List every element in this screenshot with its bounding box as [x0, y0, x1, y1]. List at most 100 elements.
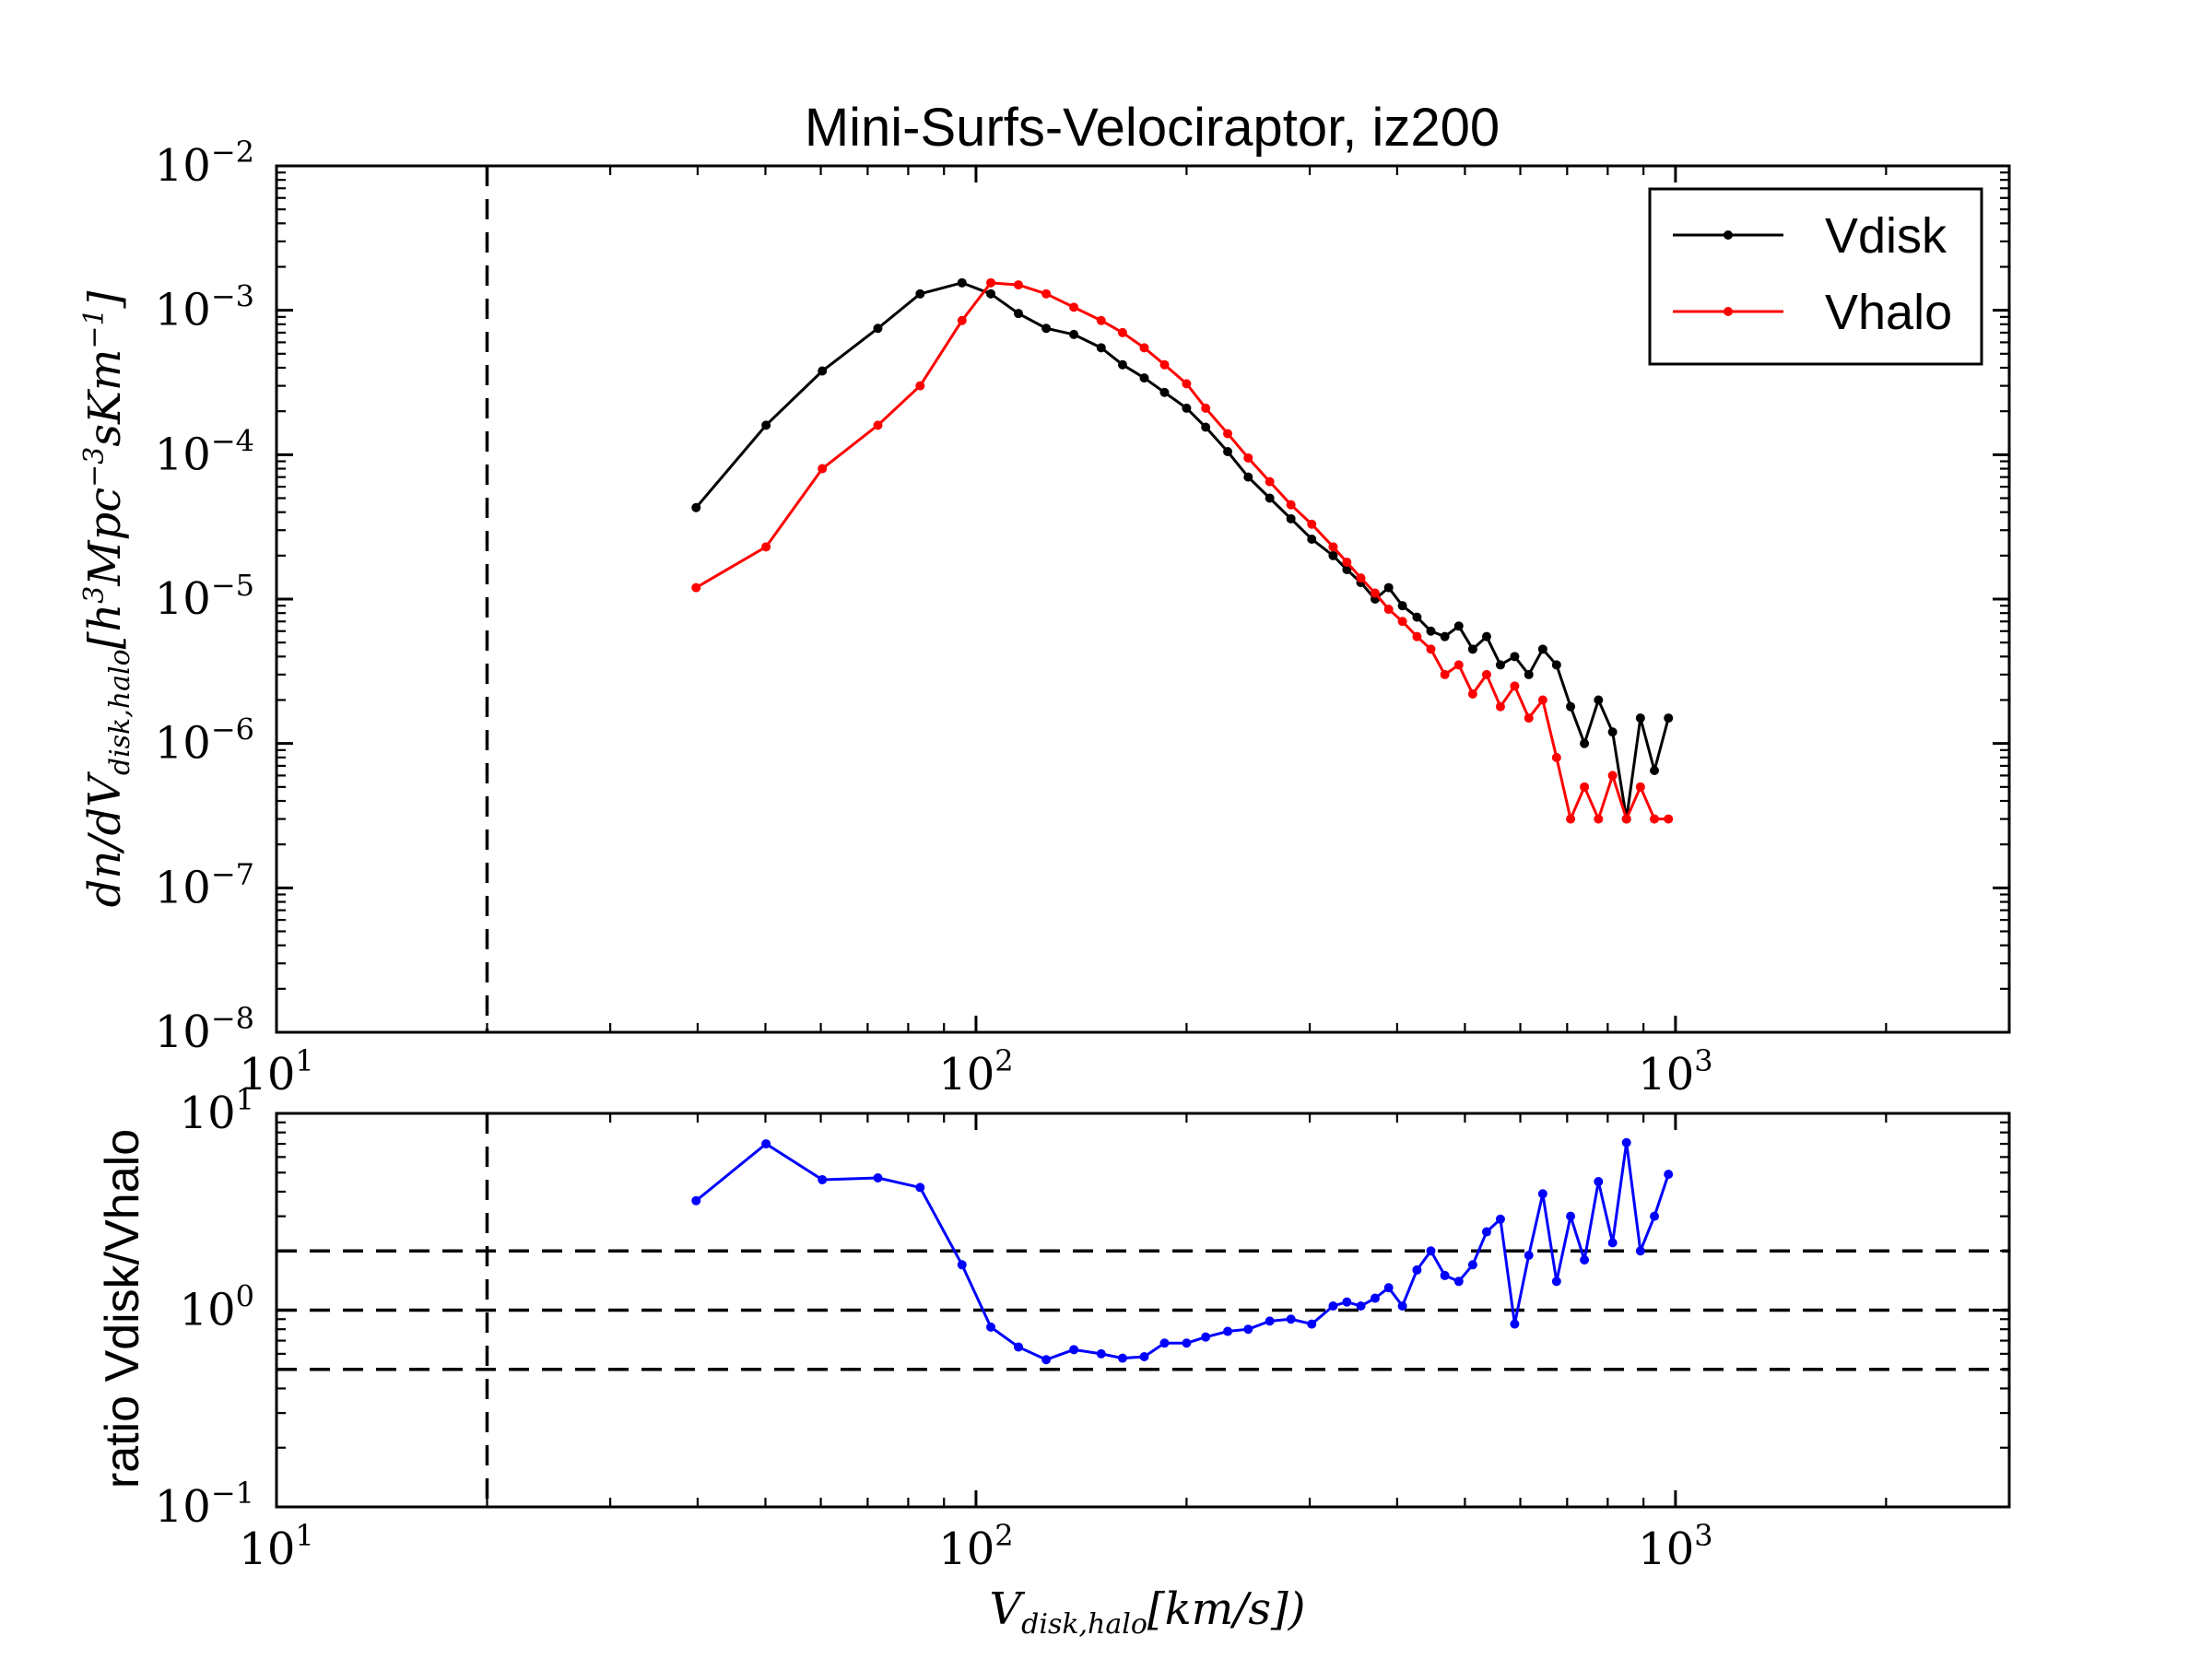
- series-vdisk-point: [1397, 601, 1407, 611]
- series-vhalo-point: [1664, 814, 1674, 824]
- series-vhalo-point: [873, 420, 883, 430]
- top-ytick-label: 10−7: [155, 856, 254, 913]
- series-vhalo-point: [1370, 588, 1380, 598]
- series-vdisk-point: [1412, 612, 1422, 622]
- series-vhalo-point: [957, 315, 967, 325]
- bottom-xtick-label: 103: [1638, 1518, 1712, 1575]
- series-vhalo-point: [1223, 429, 1233, 439]
- series-vdisk-point: [1159, 387, 1170, 397]
- series-vhalo-point: [1426, 644, 1436, 654]
- series-vdisk-point: [1243, 472, 1253, 482]
- series-vdisk-point: [1453, 621, 1464, 631]
- legend-label-vdisk: Vdisk: [1825, 208, 1947, 264]
- series-ratio-point: [915, 1182, 925, 1193]
- series-ratio-point: [1041, 1355, 1052, 1365]
- series-vhalo-point: [1342, 558, 1352, 568]
- series-vdisk-point: [1524, 669, 1534, 679]
- series-vhalo-point: [1594, 814, 1604, 824]
- bottom-xtick-label: 101: [239, 1518, 313, 1575]
- series-ratio-point: [761, 1139, 771, 1149]
- series-vhalo-point: [1356, 573, 1366, 583]
- series-vhalo-point: [818, 464, 828, 474]
- series-ratio-point: [1383, 1283, 1394, 1293]
- series-ratio-point: [1551, 1277, 1561, 1287]
- series-vdisk-point: [1426, 626, 1436, 636]
- series-ratio-point: [1356, 1300, 1366, 1311]
- series-vhalo-point: [1524, 713, 1534, 724]
- series-vdisk-point: [691, 502, 701, 512]
- series-ratio-point: [1453, 1277, 1464, 1287]
- series-vhalo-point: [1650, 814, 1660, 824]
- series-ratio-point: [957, 1260, 967, 1270]
- series-ratio-point: [1201, 1332, 1211, 1342]
- top-ytick-label: 10−2: [155, 135, 254, 192]
- series-vdisk-point: [1014, 309, 1024, 319]
- series-vhalo-point: [1201, 403, 1211, 413]
- series-vdisk-point: [1495, 660, 1505, 670]
- top-xtick-label: 102: [938, 1043, 1013, 1100]
- series-vhalo-point: [1307, 519, 1317, 529]
- bottom-ylabel: ratio Vdisk/Vhalo: [96, 1129, 149, 1488]
- series-vdisk-point: [1041, 324, 1052, 334]
- series-vhalo-point: [1607, 771, 1618, 781]
- series-vdisk-point: [1307, 534, 1317, 544]
- series-vdisk-point: [1328, 550, 1338, 560]
- series-vhalo-point: [1580, 782, 1590, 792]
- series-vdisk-point: [957, 277, 967, 288]
- series-vhalo-point: [691, 582, 701, 593]
- legend-marker-vhalo: [1724, 307, 1733, 316]
- series-vhalo-point: [1159, 359, 1170, 370]
- series-vdisk-point: [1286, 513, 1296, 524]
- series-ratio-point: [1594, 1177, 1604, 1187]
- series-vdisk-point: [1510, 652, 1520, 662]
- series-ratio-point: [1159, 1338, 1170, 1348]
- series-vhalo-point: [1467, 689, 1477, 700]
- series-ratio-point: [1621, 1137, 1631, 1147]
- series-vhalo-point: [1621, 814, 1631, 824]
- series-ratio-point: [1223, 1326, 1233, 1336]
- series-ratio-point: [1139, 1352, 1149, 1362]
- series-ratio-point: [1607, 1238, 1618, 1248]
- top-ytick-label: 10−4: [155, 423, 254, 480]
- series-vhalo-point: [1481, 669, 1491, 679]
- series-vdisk-point: [1650, 765, 1660, 775]
- series-ratio-point: [1397, 1300, 1407, 1311]
- series-vhalo-point: [1286, 500, 1296, 510]
- series-vhalo-point: [1041, 288, 1052, 299]
- series-ratio-point: [1182, 1338, 1192, 1348]
- series-ratio-point: [1328, 1300, 1338, 1311]
- series-vdisk-point: [1481, 631, 1491, 641]
- series-ratio-point: [1664, 1170, 1674, 1180]
- series-vdisk-point: [1607, 727, 1618, 737]
- series-vdisk-point: [1537, 644, 1547, 654]
- series-ratio-point: [986, 1322, 996, 1332]
- series-vhalo-point: [986, 277, 996, 288]
- top-ytick-label: 10−5: [155, 568, 254, 625]
- series-vhalo-line: [695, 281, 1669, 821]
- series-vhalo-point: [1096, 315, 1106, 325]
- legend-marker-vdisk: [1724, 230, 1733, 240]
- series-vdisk-line: [695, 281, 1670, 821]
- series-ratio-point: [873, 1173, 883, 1183]
- series-vhalo-point: [1139, 343, 1149, 353]
- series-ratio-point: [1426, 1246, 1436, 1256]
- series-ratio-point: [1650, 1211, 1660, 1221]
- series-ratio-point: [1440, 1270, 1450, 1280]
- series-vhalo-point: [1537, 695, 1547, 705]
- series-vhalo-point: [1383, 605, 1394, 615]
- series-vhalo-point: [1069, 302, 1079, 312]
- legend-box: [1648, 187, 1983, 366]
- series-vhalo-point: [1397, 617, 1407, 627]
- series-ratio-point: [1537, 1189, 1547, 1199]
- series-ratio-point: [1467, 1260, 1477, 1270]
- series-vdisk-point: [1069, 329, 1079, 339]
- series-ratio-point: [1370, 1293, 1380, 1303]
- series-vhalo-point: [1635, 782, 1645, 792]
- series-vdisk-point: [1467, 644, 1477, 654]
- series-vdisk-point: [1635, 713, 1645, 724]
- series-vdisk-point: [1551, 660, 1561, 670]
- series-vdisk-point: [1580, 738, 1590, 748]
- series-vdisk-point: [761, 420, 771, 430]
- series-vhalo-point: [761, 542, 771, 552]
- series-vhalo-point: [1495, 701, 1505, 712]
